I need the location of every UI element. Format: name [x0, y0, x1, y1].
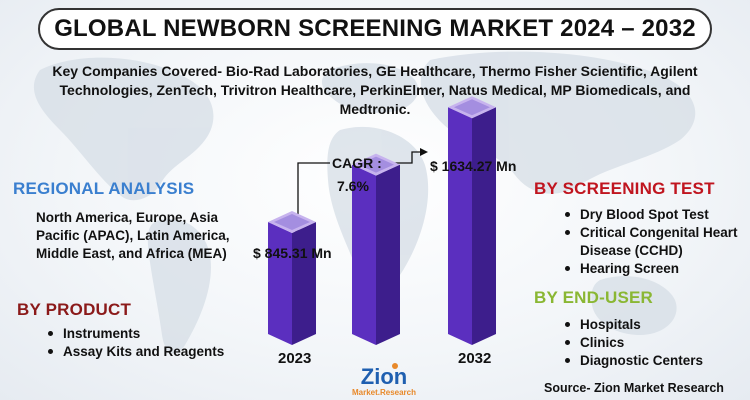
bar-mid: [352, 153, 400, 345]
zion-logo: Zion Market.Research: [352, 363, 416, 397]
source-text: Source- Zion Market Research: [544, 381, 724, 395]
list-item: Hospitals: [560, 316, 703, 334]
bar-left-face: [268, 222, 292, 345]
list-item: Dry Blood Spot Test: [560, 206, 750, 224]
bar-top-inner: [358, 156, 394, 173]
bar-left-face: [448, 107, 472, 345]
bar-left-face: [352, 164, 376, 345]
by-end-user-heading: BY END-USER: [534, 288, 654, 307]
regional-analysis-text: North America, Europe, Asia Pacific (APA…: [36, 210, 230, 261]
list-item: Clinics: [560, 334, 703, 352]
value-label-2032: $ 1634.27 Mn: [430, 158, 517, 174]
key-companies-text: Key Companies Covered- Bio-Rad Laborator…: [52, 63, 698, 117]
value-label-2023: $ 845.31 Mn: [253, 245, 332, 261]
by-screening-test-heading: BY SCREENING TEST: [534, 179, 715, 198]
bar-right-face: [292, 222, 316, 345]
cagr-arrow-head: [420, 148, 428, 156]
product-list: Instruments Assay Kits and Reagents: [43, 325, 224, 361]
list-item: Critical Congenital Heart Disease (CCHD): [560, 224, 750, 260]
bar-2023: [268, 211, 316, 345]
list-item: Instruments: [43, 325, 224, 343]
cagr-value: 7.6%: [337, 178, 369, 194]
list-item: Hearing Screen: [560, 260, 750, 278]
cagr-label: CAGR :: [332, 155, 382, 171]
bar-top-inner: [454, 99, 490, 116]
end-user-list: Hospitals Clinics Diagnostic Centers: [560, 316, 703, 370]
logo-main-text: Zion: [361, 364, 407, 389]
bar-right-face: [376, 164, 400, 345]
screening-test-list: Dry Blood Spot Test Critical Congenital …: [560, 206, 750, 278]
regional-analysis-heading: REGIONAL ANALYSIS: [13, 179, 195, 198]
bar-top-inner: [274, 214, 310, 231]
page-title: GLOBAL NEWBORN SCREENING MARKET 2024 – 2…: [38, 8, 712, 50]
bar-right-face: [472, 107, 496, 345]
list-item: Assay Kits and Reagents: [43, 343, 224, 361]
list-item: Diagnostic Centers: [560, 352, 703, 370]
bar-2032: [448, 96, 496, 345]
cagr-arrow-down: [297, 162, 330, 232]
year-label-2032: 2032: [458, 350, 492, 367]
cagr-arrow-right: [392, 151, 420, 164]
logo-sub-text: Market.Research: [352, 388, 416, 397]
year-label-2023: 2023: [278, 350, 312, 367]
by-product-heading: BY PRODUCT: [17, 300, 132, 319]
logo-dot-icon: [392, 363, 398, 369]
